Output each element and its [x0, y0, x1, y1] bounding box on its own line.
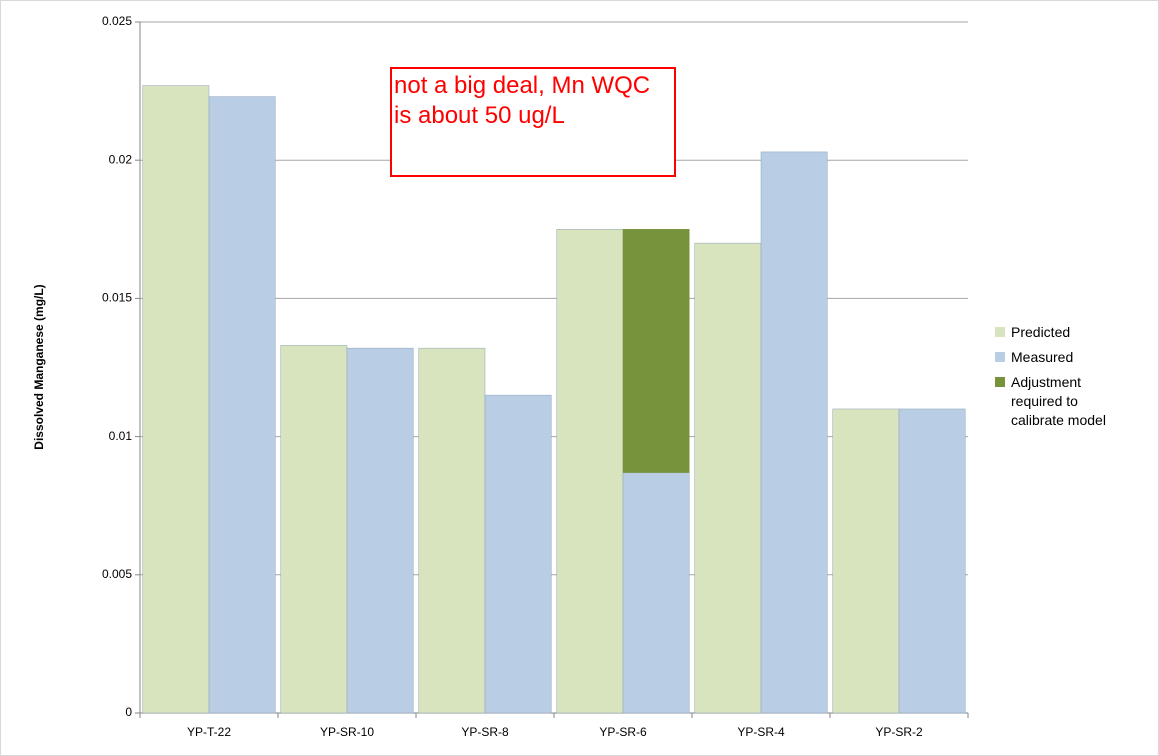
x-tick-label: YP-SR-8: [461, 725, 509, 739]
bar: [142, 85, 210, 714]
legend-label: Adjustment required to calibrate model: [1011, 374, 1106, 428]
bar: [484, 394, 552, 714]
y-tick-label: 0.01: [109, 429, 133, 443]
bar: [622, 472, 690, 714]
x-tick-label: YP-SR-4: [737, 725, 785, 739]
bar: [208, 96, 276, 714]
legend-item: Predicted: [995, 323, 1155, 342]
bar: [418, 347, 486, 714]
y-tick-label: 0.005: [102, 567, 132, 581]
y-tick-label: 0: [125, 705, 132, 719]
bar: [280, 345, 348, 714]
y-tick-label: 0.02: [109, 152, 133, 166]
legend-label: Measured: [1011, 349, 1074, 365]
legend-item: Adjustment required to calibrate model: [995, 373, 1155, 430]
bar: [622, 229, 690, 473]
bar: [898, 408, 966, 714]
x-tick-label: YP-SR-10: [320, 725, 374, 739]
y-axis-label: Dissolved Manganese (mg/L): [32, 284, 46, 449]
annotation: not a big deal, Mn WQC is about 50 ug/L: [390, 67, 676, 177]
y-tick-label: 0.015: [102, 291, 132, 305]
bar: [556, 229, 624, 714]
bar: [694, 242, 762, 714]
legend-swatch: [995, 327, 1005, 337]
x-tick-label: YP-T-22: [187, 725, 231, 739]
x-tick-label: YP-SR-6: [599, 725, 647, 739]
legend-swatch: [995, 352, 1005, 362]
bar: [832, 408, 900, 714]
legend-label: Predicted: [1011, 324, 1071, 340]
y-tick-label: 0.025: [102, 14, 132, 28]
legend-swatch: [995, 377, 1005, 387]
bar: [760, 151, 828, 714]
legend-item: Measured: [995, 348, 1155, 367]
bar: [346, 347, 414, 714]
legend: Predicted Measured Adjustment required to …: [995, 323, 1155, 436]
x-tick-label: YP-SR-2: [875, 725, 923, 739]
